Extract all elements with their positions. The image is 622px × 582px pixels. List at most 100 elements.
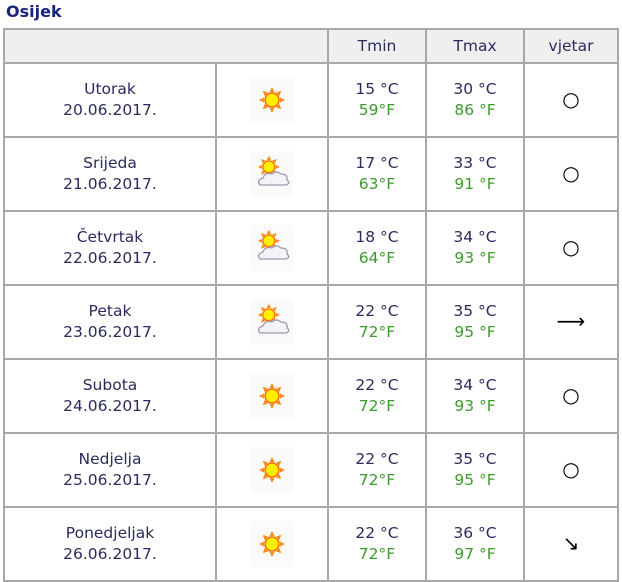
forecast-row: Nedjelja 25.06.2017. 22 °C 72°F 35 °C 95 °F… <box>3 432 619 508</box>
sun-icon <box>251 521 293 567</box>
day-name: Srijeda <box>83 154 137 172</box>
tmax-fahrenheit: 93 °F <box>454 249 496 267</box>
day-name: Ponedjeljak <box>65 524 155 542</box>
tmax-fahrenheit: 93 °F <box>454 397 496 415</box>
arrow-right-icon: ⟶ <box>556 308 586 333</box>
tmin-cell: 18 °C 64°F <box>327 210 427 286</box>
city-title: Osijek <box>6 2 62 21</box>
calm-circle-icon: ○ <box>562 456 580 481</box>
wind-cell: ○ <box>523 136 619 212</box>
tmin-cell: 22 °C 72°F <box>327 506 427 582</box>
icon-cell <box>215 506 329 582</box>
tmin-fahrenheit: 72°F <box>358 545 396 563</box>
tmin-celsius: 17 °C <box>355 154 399 172</box>
sun-cloud-icon <box>251 151 293 197</box>
icon-cell <box>215 284 329 360</box>
day-cell: Utorak 20.06.2017. <box>3 62 217 138</box>
icon-cell <box>215 210 329 286</box>
header-tmin: Tmin <box>327 28 427 64</box>
day-name: Petak <box>88 302 132 320</box>
tmax-cell: 35 °C 95 °F <box>425 284 525 360</box>
day-name: Subota <box>82 376 138 394</box>
tmax-celsius: 34 °C <box>453 228 497 246</box>
day-cell: Subota 24.06.2017. <box>3 358 217 434</box>
day-cell: Srijeda 21.06.2017. <box>3 136 217 212</box>
tmax-cell: 34 °C 93 °F <box>425 358 525 434</box>
forecast-row: Srijeda 21.06.2017. 17 °C 63°F 33 °C 91 °F … <box>3 136 619 212</box>
calm-circle-icon: ○ <box>562 382 580 407</box>
tmax-cell: 30 °C 86 °F <box>425 62 525 138</box>
tmax-fahrenheit: 91 °F <box>454 175 496 193</box>
calm-circle-icon: ○ <box>562 234 580 259</box>
tmax-cell: 33 °C 91 °F <box>425 136 525 212</box>
header-tmax: Tmax <box>425 28 525 64</box>
tmax-celsius: 36 °C <box>453 524 497 542</box>
forecast-row: Petak 23.06.2017. 22 °C 72°F 35 °C 95 °F ⟶ <box>3 284 619 360</box>
wind-cell: ○ <box>523 210 619 286</box>
date: 25.06.2017. <box>63 471 157 489</box>
tmax-fahrenheit: 95 °F <box>454 323 496 341</box>
tmin-cell: 22 °C 72°F <box>327 284 427 360</box>
wind-cell: ○ <box>523 432 619 508</box>
tmax-celsius: 35 °C <box>453 302 497 320</box>
calm-circle-icon: ○ <box>562 86 580 111</box>
tmax-cell: 34 °C 93 °F <box>425 210 525 286</box>
forecast-row: Subota 24.06.2017. 22 °C 72°F 34 °C 93 °F ○ <box>3 358 619 434</box>
header-wind: vjetar <box>523 28 619 64</box>
tmax-cell: 36 °C 97 °F <box>425 506 525 582</box>
tmax-celsius: 30 °C <box>453 80 497 98</box>
tmin-cell: 17 °C 63°F <box>327 136 427 212</box>
tmax-celsius: 35 °C <box>453 450 497 468</box>
sun-icon <box>251 373 293 419</box>
header-row: Tmin Tmax vjetar <box>3 28 619 64</box>
day-cell: Petak 23.06.2017. <box>3 284 217 360</box>
forecast-row: Četvrtak 22.06.2017. 18 °C 64°F 34 °C 93 °F… <box>3 210 619 286</box>
icon-cell <box>215 136 329 212</box>
date: 26.06.2017. <box>63 545 157 563</box>
date: 24.06.2017. <box>63 397 157 415</box>
forecast-row: Ponedjeljak 26.06.2017. 22 °C 72°F 36 °C 97… <box>3 506 619 582</box>
icon-cell <box>215 62 329 138</box>
day-cell: Četvrtak 22.06.2017. <box>3 210 217 286</box>
sun-cloud-icon <box>251 225 293 271</box>
icon-cell <box>215 432 329 508</box>
tmin-celsius: 15 °C <box>355 80 399 98</box>
tmin-fahrenheit: 72°F <box>358 397 396 415</box>
tmin-celsius: 22 °C <box>355 524 399 542</box>
tmin-cell: 22 °C 72°F <box>327 432 427 508</box>
date: 21.06.2017. <box>63 175 157 193</box>
day-name: Nedjelja <box>78 450 142 468</box>
tmin-fahrenheit: 59°F <box>358 101 396 119</box>
arrow-down-right-icon: ↘ <box>562 530 580 555</box>
sun-cloud-icon <box>251 299 293 345</box>
tmax-cell: 35 °C 95 °F <box>425 432 525 508</box>
sun-icon <box>251 77 293 123</box>
tmin-fahrenheit: 72°F <box>358 471 396 489</box>
header-blank <box>3 28 329 64</box>
date: 22.06.2017. <box>63 249 157 267</box>
tmin-celsius: 18 °C <box>355 228 399 246</box>
tmin-fahrenheit: 64°F <box>358 249 396 267</box>
tmin-celsius: 22 °C <box>355 450 399 468</box>
tmin-celsius: 22 °C <box>355 376 399 394</box>
calm-circle-icon: ○ <box>562 160 580 185</box>
date: 23.06.2017. <box>63 323 157 341</box>
tmax-fahrenheit: 97 °F <box>454 545 496 563</box>
wind-cell: ○ <box>523 358 619 434</box>
icon-cell <box>215 358 329 434</box>
day-cell: Nedjelja 25.06.2017. <box>3 432 217 508</box>
forecast-table: Tmin Tmax vjetar Utorak 20.06.2017. 15 °C… <box>3 28 619 582</box>
tmax-fahrenheit: 95 °F <box>454 471 496 489</box>
day-cell: Ponedjeljak 26.06.2017. <box>3 506 217 582</box>
sun-icon <box>251 447 293 493</box>
forecast-row: Utorak 20.06.2017. 15 °C 59°F 30 °C 86 °F ○ <box>3 62 619 138</box>
day-name: Utorak <box>84 80 136 98</box>
wind-cell: ○ <box>523 62 619 138</box>
wind-cell: ↘ <box>523 506 619 582</box>
tmin-celsius: 22 °C <box>355 302 399 320</box>
tmin-cell: 22 °C 72°F <box>327 358 427 434</box>
date: 20.06.2017. <box>63 101 157 119</box>
tmax-celsius: 33 °C <box>453 154 497 172</box>
tmin-fahrenheit: 63°F <box>358 175 396 193</box>
tmin-cell: 15 °C 59°F <box>327 62 427 138</box>
